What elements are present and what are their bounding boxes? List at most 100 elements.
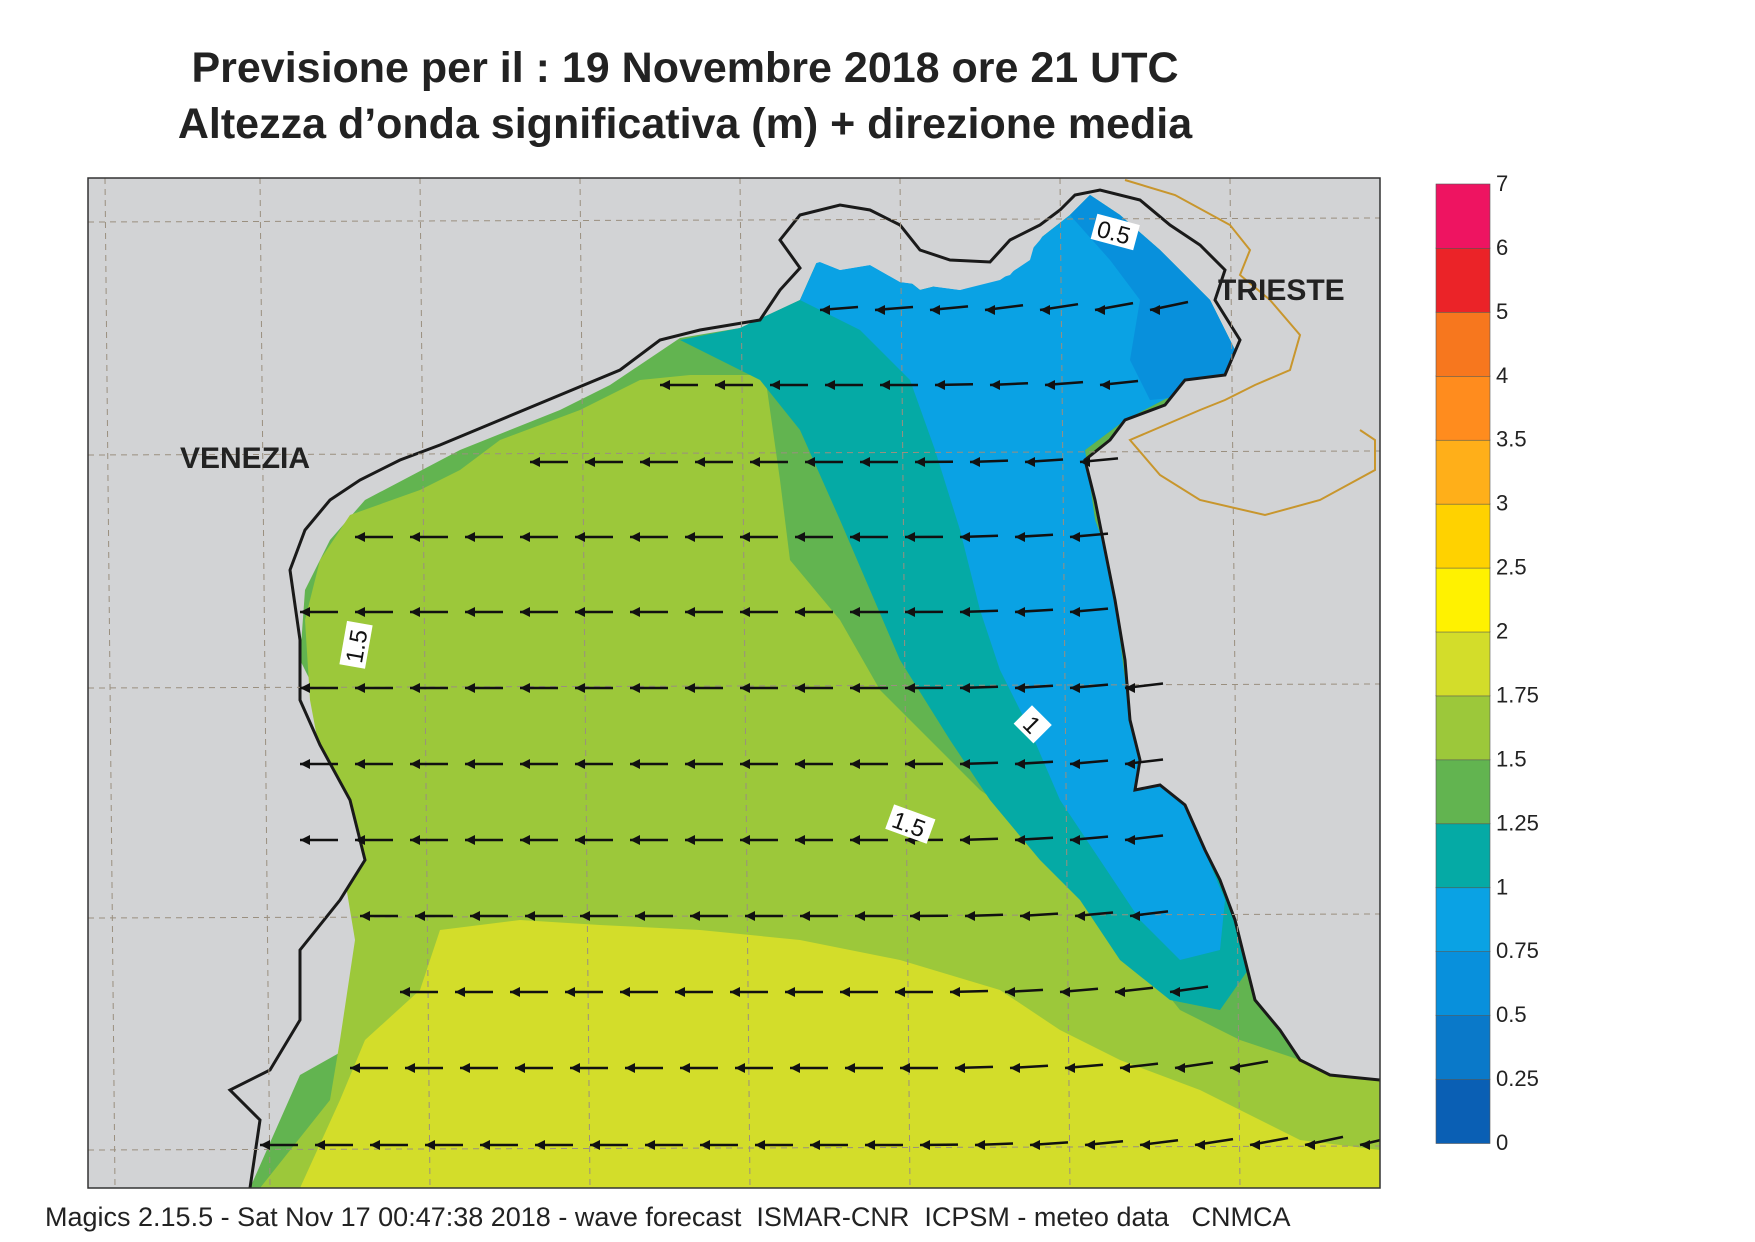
legend-swatch xyxy=(1435,311,1491,377)
map-frame xyxy=(87,177,1381,1189)
sea-zone-1-75-2 xyxy=(300,920,1380,1188)
wave-arrow xyxy=(989,380,1029,390)
contour-label: 1 xyxy=(1013,705,1052,744)
wave-arrow xyxy=(755,1140,793,1150)
wave-arrow xyxy=(400,987,438,997)
wave-arrow xyxy=(964,911,1004,921)
legend-swatch xyxy=(1435,631,1491,697)
meridian-line xyxy=(104,178,116,1188)
legend-swatch xyxy=(1435,183,1491,249)
wave-arrow xyxy=(360,911,398,921)
wave-arrow xyxy=(645,1140,683,1150)
wave-arrow xyxy=(630,759,668,769)
legend-tick-label: 7 xyxy=(1496,171,1508,196)
meridian-line xyxy=(1229,178,1241,1188)
wave-arrow xyxy=(565,987,603,997)
wave-arrow xyxy=(260,1140,298,1150)
legend-tick-label: 1.75 xyxy=(1496,682,1539,707)
wave-arrow xyxy=(350,1063,388,1073)
wave-arrow xyxy=(355,835,393,845)
legend-tick-label: 3.5 xyxy=(1496,427,1527,452)
wave-arrow xyxy=(1194,1137,1234,1150)
wave-arrow xyxy=(810,1140,848,1150)
legend-tick-label: 1.25 xyxy=(1496,810,1539,835)
legend-tick-label: 2.5 xyxy=(1496,555,1527,580)
wave-arrow xyxy=(730,987,768,997)
wave-arrow xyxy=(740,532,778,542)
wave-arrow xyxy=(1149,300,1189,315)
wave-arrow xyxy=(1069,835,1109,845)
wave-arrow xyxy=(635,911,673,921)
wave-arrow xyxy=(850,532,888,542)
map-area xyxy=(88,178,1380,1188)
legend-tick-label: 4 xyxy=(1496,363,1508,388)
land-istria xyxy=(780,205,1040,290)
wave-arrow xyxy=(715,380,753,390)
wave-arrow xyxy=(850,683,888,693)
wave-arrow xyxy=(640,457,678,467)
venice-lagoon xyxy=(250,392,460,680)
wave-arrow xyxy=(969,457,1009,467)
wave-arrow xyxy=(1064,1063,1104,1073)
wave-arrow xyxy=(415,911,453,921)
wave-arrow xyxy=(590,1140,628,1150)
wave-arrow xyxy=(1169,985,1209,997)
wave-arrow xyxy=(984,304,1024,315)
wave-arrow xyxy=(300,683,338,693)
legend-tick-label: 0.25 xyxy=(1496,1066,1539,1091)
meridian-line xyxy=(899,178,911,1188)
wave-arrow xyxy=(1014,759,1054,769)
contour-label: 0.5 xyxy=(1090,213,1140,251)
wave-arrow xyxy=(630,532,668,542)
legend-swatch xyxy=(1435,1078,1491,1144)
legend-tick-label: 0.5 xyxy=(1496,1002,1527,1027)
wave-arrow xyxy=(860,457,898,467)
legend-tick-label: 1.5 xyxy=(1496,746,1527,771)
sea-zone-0-5 xyxy=(1070,195,1240,400)
meridian-line xyxy=(259,178,271,1188)
wave-arrow xyxy=(695,457,733,467)
meridian-line xyxy=(579,178,591,1188)
wave-arrow xyxy=(1094,301,1134,315)
wave-arrow xyxy=(825,380,863,390)
wave-arrow xyxy=(465,759,503,769)
wave-arrow xyxy=(929,305,969,315)
wave-arrow xyxy=(914,457,954,467)
wave-arrow xyxy=(465,607,503,617)
wave-arrow xyxy=(410,683,448,693)
wave-arrow xyxy=(355,759,393,769)
wave-arrow xyxy=(750,457,788,467)
wave-arrow xyxy=(865,1140,903,1150)
wave-arrow xyxy=(840,987,878,997)
wave-arrow xyxy=(300,835,338,845)
wave-arrow xyxy=(1014,835,1054,845)
wave-arrow xyxy=(520,683,558,693)
wave-arrow xyxy=(874,305,914,315)
wave-arrow xyxy=(1114,986,1154,997)
map-subtitle: Altezza d’onda significativa (m) + direz… xyxy=(177,100,1193,148)
wave-arrow xyxy=(1129,910,1169,921)
wave-arrow xyxy=(515,1063,553,1073)
legend-swatch xyxy=(1435,567,1491,633)
wave-arrow xyxy=(1069,607,1109,617)
wave-arrow xyxy=(1069,759,1109,769)
wave-arrow xyxy=(525,911,563,921)
wave-arrow xyxy=(1004,987,1044,997)
wave-arrow xyxy=(355,607,393,617)
wave-arrow xyxy=(819,305,859,315)
wave-arrow xyxy=(520,759,558,769)
sea-zone-0-75 xyxy=(800,195,1240,960)
wave-arrow xyxy=(959,683,999,693)
wave-arrow xyxy=(460,1063,498,1073)
wave-arrow xyxy=(680,1063,718,1073)
wave-arrow xyxy=(900,1063,938,1073)
wave-arrow xyxy=(690,911,728,921)
wave-arrow xyxy=(625,1063,663,1073)
wave-arrow xyxy=(949,987,989,997)
wave-arrow xyxy=(959,835,999,845)
wave-arrow xyxy=(855,911,893,921)
wave-arrow xyxy=(895,987,933,997)
wave-arrow xyxy=(1014,607,1054,617)
wave-arrow xyxy=(1069,532,1109,542)
